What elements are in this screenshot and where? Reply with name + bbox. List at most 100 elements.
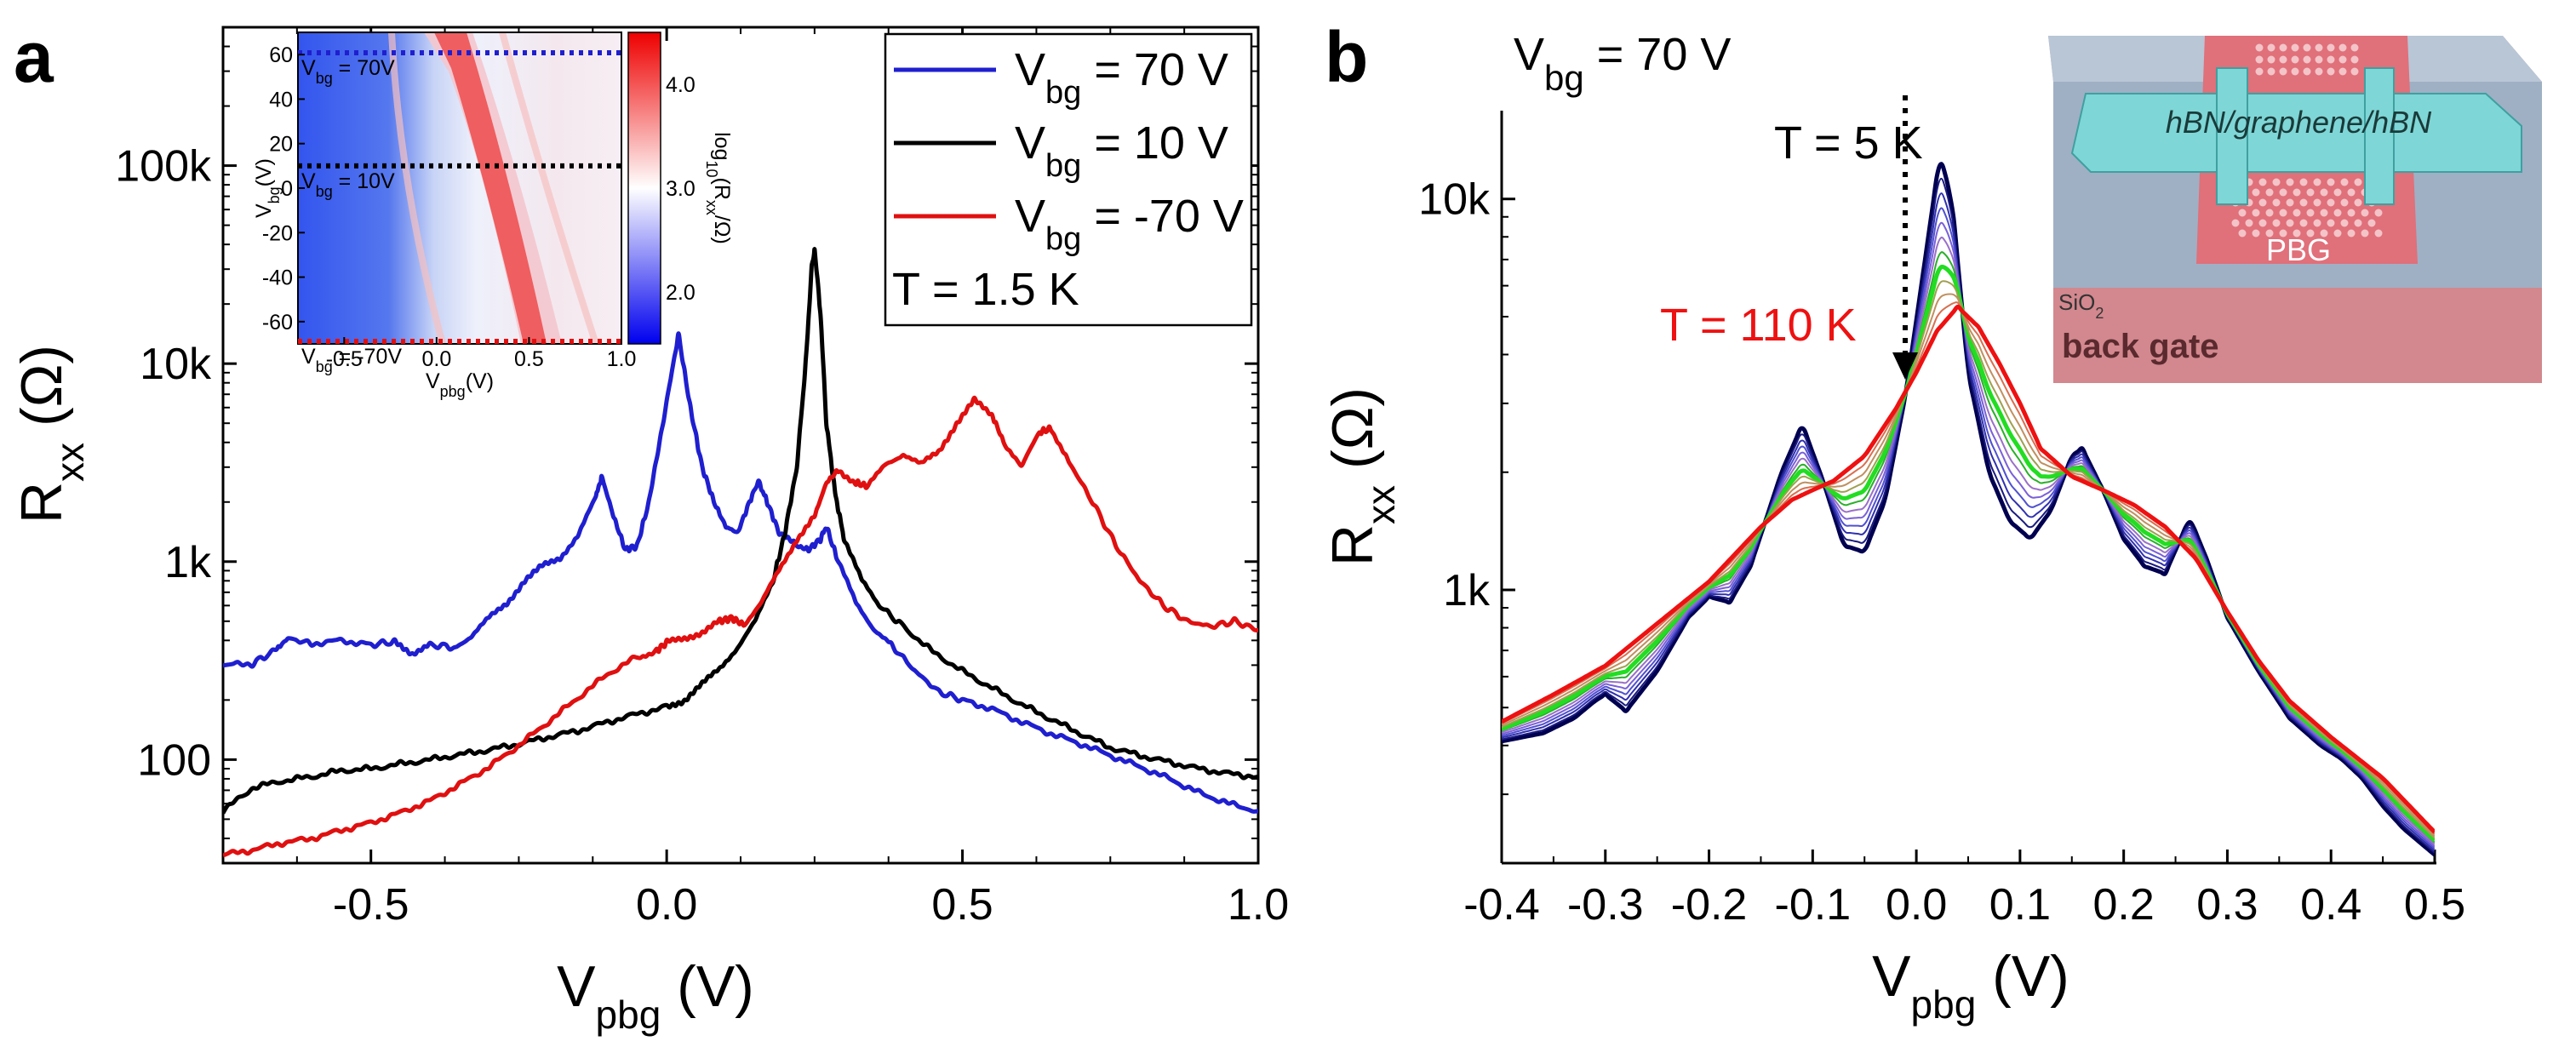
pbg-hole (2340, 178, 2349, 186)
legend-entry-vbg10: Vbg = 10 V (1015, 117, 1228, 184)
x-tick-label: -0.1 (1775, 880, 1852, 930)
panel-a-y-title: Rxx (Ω) (9, 345, 92, 524)
y-tick-label: 1k (1443, 566, 1491, 615)
x-tick-label: -0.5 (333, 880, 409, 930)
pbg-hole (2333, 188, 2342, 197)
pbg-hole (2303, 43, 2311, 52)
pbg-hole (2286, 178, 2294, 186)
pbg-hole (2299, 219, 2308, 227)
pbg-hole (2354, 198, 2362, 207)
pbg-hole (2313, 178, 2321, 186)
inset-y-title: Vbg(V) (252, 158, 283, 218)
pbg-hole (2327, 178, 2335, 186)
inset-y-tick-label: -20 (262, 221, 293, 245)
pbg-hole (2320, 229, 2328, 237)
colorbar-ticks: 2.0 3.0 4.0 (666, 73, 696, 305)
legend-temperature: T = 1.5 K (892, 264, 1079, 315)
pbg-hole (2361, 229, 2369, 237)
pbg-hole (2303, 55, 2311, 64)
panel-b-y-axis: 1k 10k (1418, 175, 1515, 864)
pbg-hole (2238, 209, 2247, 217)
pbg-hole (2267, 43, 2275, 52)
y-tick-label: 100k (115, 142, 212, 192)
pbg-hole (2313, 219, 2321, 227)
x-tick-label: 0.5 (2404, 880, 2465, 930)
inset-x-tick-label: 0.5 (514, 347, 544, 371)
x-tick-label: 0.4 (2300, 880, 2361, 930)
y-tick-label: 10k (140, 340, 212, 389)
inset-y-tick-label: 20 (269, 133, 293, 157)
pbg-hole (2306, 229, 2315, 237)
y-tick-label: 1k (164, 538, 212, 587)
colorbar-tick-label: 4.0 (666, 73, 696, 97)
inset-colorbar (627, 31, 661, 345)
inset-y-tick-label: -40 (262, 266, 293, 290)
legend-entry-vbg70: Vbg = 70 V (1015, 44, 1228, 111)
pbg-hole (2293, 209, 2301, 217)
y-tick-label: 10k (1418, 175, 1491, 225)
pbg-hole (2299, 178, 2308, 186)
pbg-hole (2303, 67, 2311, 76)
inset-line-cuts: Vbg = 70V Vbg = 10V Vbg = -70V (298, 50, 621, 375)
x-tick-label: 0.3 (2196, 880, 2258, 930)
pbg-hole (2279, 67, 2287, 76)
pbg-hole (2265, 209, 2274, 217)
pbg-hole (2327, 67, 2335, 76)
pbg-hole (2313, 198, 2321, 207)
pbg-hole (2252, 209, 2260, 217)
x-tick-label: -0.4 (1463, 880, 1540, 930)
pbg-hole (2299, 198, 2308, 207)
x-tick-label: -0.3 (1567, 880, 1644, 930)
temperature-arrow-head (1892, 352, 1918, 380)
panel-a: a 100 1k 10k 100k -0.5 0.0 0.5 1.0 Vpbg (V) Rx… (9, 17, 1289, 1037)
schematic-gate-label: back gate (2062, 328, 2219, 365)
inset-cut-label: Vbg = 70V (301, 56, 395, 87)
x-tick-label: 0.0 (1886, 880, 1947, 930)
inset-heatmap: Vbg = 70V Vbg = 10V Vbg = -70V -0.5 0.0 0.5 1… (252, 31, 734, 400)
legend-entry-vbgm70: Vbg = -70 V (1015, 191, 1244, 257)
pbg-hole (2347, 188, 2356, 197)
pbg-hole (2279, 43, 2287, 52)
pbg-hole (2340, 198, 2349, 207)
pbg-hole (2291, 55, 2299, 64)
series-line-vbg-70-v (223, 395, 1258, 858)
pbg-hole (2293, 188, 2301, 197)
pbg-hole (2293, 229, 2301, 237)
annotation-high-temperature: T = 110 K (1660, 300, 1857, 351)
schematic-pbg-label: PBG (2266, 232, 2331, 267)
pbg-hole (2286, 198, 2294, 207)
pbg-hole (2374, 209, 2383, 217)
colorbar-tick-label: 2.0 (666, 281, 696, 305)
pbg-hole (2255, 43, 2264, 52)
panel-b-x-title: Vpbg (V) (1872, 944, 2069, 1027)
schematic-contact-1 (2216, 67, 2248, 205)
pbg-hole (2315, 67, 2323, 76)
inset-x-tick-label: 0.0 (421, 347, 451, 371)
schematic-hbn-bar (2070, 93, 2522, 173)
panel-b-label: b (1325, 17, 1368, 97)
pbg-hole (2338, 55, 2347, 64)
pbg-hole (2286, 219, 2294, 227)
schematic-contact-2 (2364, 67, 2395, 205)
panel-a-plot-area (223, 247, 1258, 858)
pbg-hole (2272, 198, 2281, 207)
inset-y-tick-label: 60 (269, 43, 293, 67)
pbg-hole (2333, 209, 2342, 217)
inset-y-tick-label: 40 (269, 88, 293, 112)
schematic-stack-label: hBN/graphene/hBN (2166, 105, 2432, 140)
device-schematic: hBN/graphene/hBN PBG SiO2 back gate (2048, 36, 2542, 383)
schematic-pbg-holes (2231, 43, 2383, 237)
pbg-hole (2306, 188, 2315, 197)
inset-x-title: Vpbg(V) (426, 369, 494, 400)
pbg-hole (2333, 229, 2342, 237)
pbg-hole (2265, 229, 2274, 237)
pbg-hole (2350, 67, 2359, 76)
pbg-hole (2252, 229, 2260, 237)
pbg-hole (2327, 43, 2335, 52)
pbg-hole (2238, 229, 2247, 237)
pbg-hole (2258, 219, 2267, 227)
inset-cut-label: Vbg = -70V (301, 345, 402, 375)
pbg-hole (2252, 188, 2260, 197)
series-line-vbg-70-v (223, 331, 1258, 814)
inset-dirac-line (434, 32, 547, 344)
